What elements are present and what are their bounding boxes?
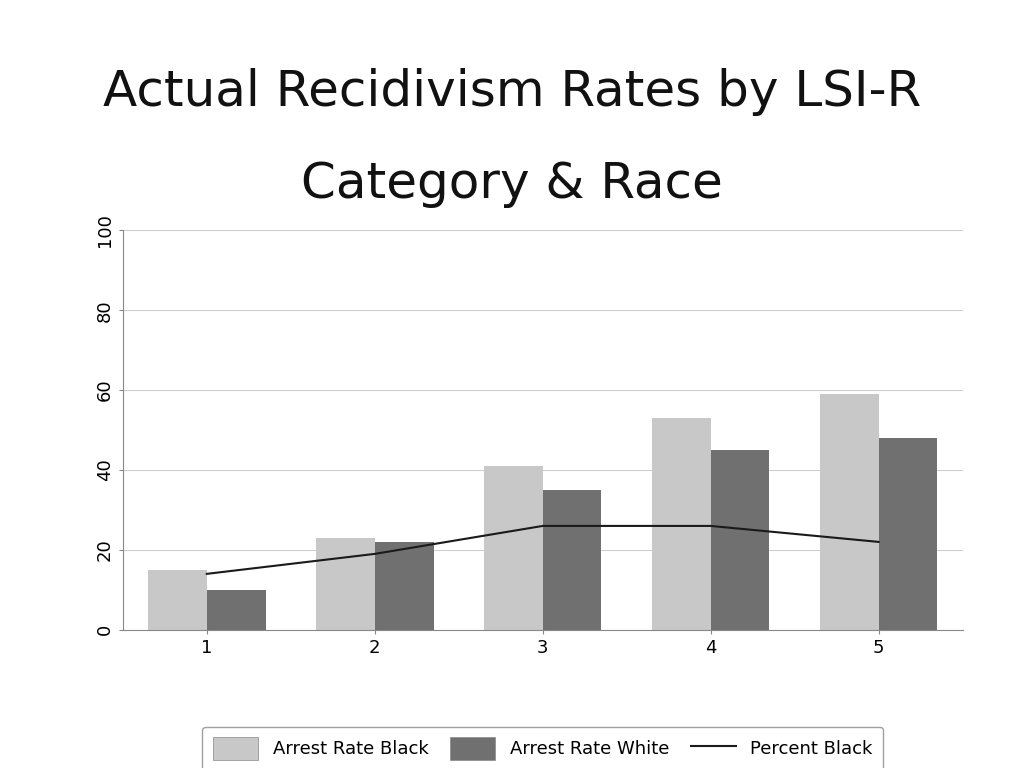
Bar [711, 450, 769, 630]
Bar [543, 490, 601, 630]
Bar [375, 542, 433, 630]
Text: Actual Recidivism Rates by LSI-R: Actual Recidivism Rates by LSI-R [102, 68, 922, 116]
Bar [879, 438, 937, 630]
Bar [207, 590, 265, 630]
Bar [316, 538, 375, 630]
Bar [820, 394, 879, 630]
Bar [148, 570, 207, 630]
Bar [652, 418, 711, 630]
Text: Category & Race: Category & Race [301, 161, 723, 208]
Legend: Arrest Rate Black, Arrest Rate White, Percent Black: Arrest Rate Black, Arrest Rate White, Pe… [202, 727, 884, 768]
Bar [484, 466, 543, 630]
